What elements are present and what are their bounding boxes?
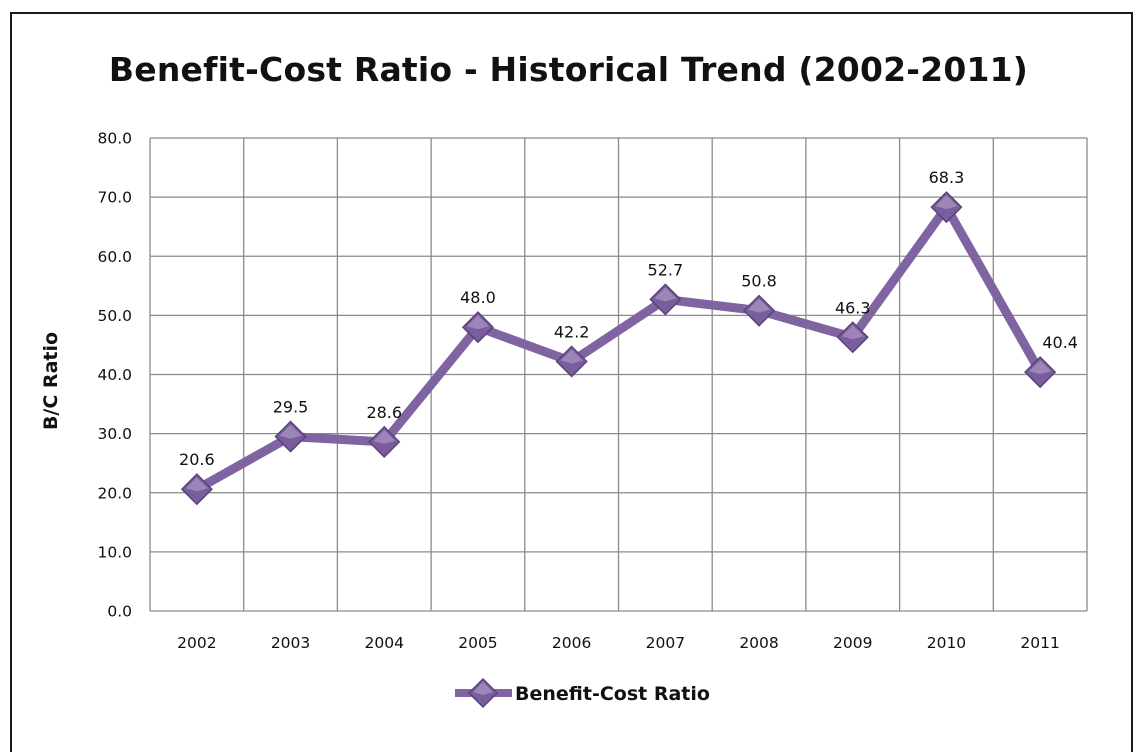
x-tick-label: 2003 — [271, 634, 310, 652]
chart-frame — [10, 12, 1133, 752]
x-axis-ticks: 2002 2003 2004 2005 2006 2007 2008 2009 2010 2011 — [177, 634, 1060, 652]
y-tick-label: 70.0 — [97, 189, 132, 207]
x-tick-label: 2010 — [927, 634, 966, 652]
legend-label: Benefit-Cost Ratio — [515, 683, 710, 705]
data-label: 50.8 — [741, 272, 777, 291]
y-tick-label: 30.0 — [97, 425, 132, 443]
data-label: 68.3 — [929, 168, 965, 187]
data-point-marker — [274, 420, 307, 453]
data-point-marker — [461, 311, 495, 344]
x-tick-label: 2006 — [552, 634, 591, 652]
data-label: 40.4 — [1042, 333, 1078, 352]
data-label: 48.0 — [460, 288, 496, 307]
x-tick-label: 2007 — [646, 634, 685, 652]
data-point-marker — [555, 345, 588, 378]
x-tick-label: 2008 — [739, 634, 778, 652]
data-point-marker — [180, 473, 213, 506]
data-point-marker — [836, 321, 869, 354]
series-layer — [180, 191, 1057, 506]
x-tick-label: 2011 — [1020, 634, 1059, 652]
chart-title: Benefit-Cost Ratio - Historical Trend (2… — [108, 50, 1029, 89]
data-label: 28.6 — [366, 403, 402, 422]
y-tick-label: 60.0 — [97, 248, 132, 266]
data-point-marker — [742, 294, 776, 327]
legend-diamond-marker — [467, 677, 499, 709]
data-label: 20.6 — [179, 450, 215, 469]
x-tick-label: 2005 — [458, 634, 497, 652]
data-label-layer: 20.6 29.5 28.6 48.0 42.2 52.7 50.8 46.3 68.3 40.4 — [179, 168, 1078, 469]
x-tick-label: 2004 — [365, 634, 404, 652]
y-axis-ticks: 0.0 10.0 20.0 30.0 40.0 50.0 60.0 70.0 80.0 — [97, 130, 132, 621]
data-point-marker — [368, 425, 401, 458]
legend-diamond — [467, 677, 499, 709]
series-line — [192, 202, 1045, 494]
data-point-marker — [649, 283, 682, 316]
y-tick-label: 80.0 — [97, 130, 132, 148]
legend: Benefit-Cost Ratio — [455, 677, 710, 709]
x-tick-label: 2002 — [177, 634, 216, 652]
y-tick-label: 10.0 — [97, 543, 132, 561]
x-tick-label: 2009 — [833, 634, 872, 652]
data-point-marker — [930, 191, 963, 224]
y-tick-label: 0.0 — [107, 603, 132, 621]
data-label: 29.5 — [273, 398, 309, 417]
y-axis-title: B/C Ratio — [40, 332, 62, 430]
data-label: 42.2 — [554, 322, 590, 341]
data-point-marker — [1024, 356, 1057, 389]
y-tick-label: 20.0 — [97, 484, 132, 502]
data-label: 46.3 — [835, 298, 871, 317]
y-tick-label: 50.0 — [97, 307, 132, 325]
data-label: 52.7 — [648, 260, 684, 279]
y-tick-label: 40.0 — [97, 366, 132, 384]
